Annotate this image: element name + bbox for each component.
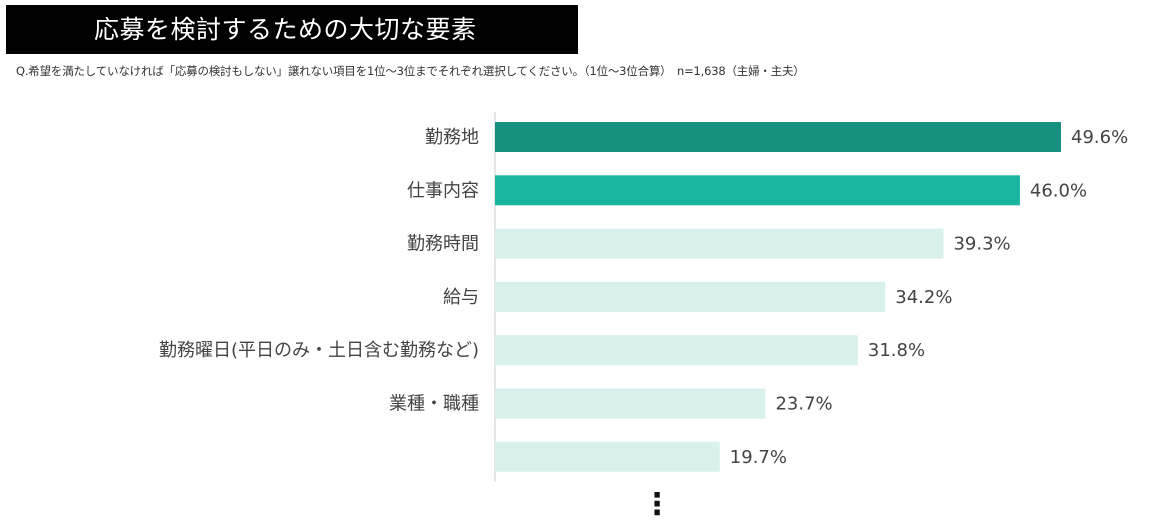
bar-6 bbox=[495, 388, 766, 419]
continuation-marker: ⋮ bbox=[642, 487, 672, 522]
bar-1 bbox=[495, 122, 1061, 152]
value-label: 46.0% bbox=[1030, 180, 1087, 201]
chart-title: 応募を検討するための大切な要素 bbox=[6, 5, 578, 54]
bar-4 bbox=[495, 281, 886, 312]
value-label: 23.7% bbox=[775, 394, 832, 415]
bar-5 bbox=[495, 335, 858, 366]
category-label: 勤務曜日(平日のみ・土日含む勤務など) bbox=[159, 340, 479, 361]
value-label: 39.3% bbox=[953, 234, 1010, 255]
value-label: 34.2% bbox=[895, 287, 952, 308]
value-label: 19.7% bbox=[730, 447, 787, 468]
category-label: 給与 bbox=[443, 287, 479, 308]
category-label: 勤務時間 bbox=[407, 234, 479, 255]
category-label: 勤務地 bbox=[425, 127, 479, 148]
question-text: Q.希望を満たしていなければ「応募の検討もしない」譲れない項目を1位〜3位までそ… bbox=[16, 64, 805, 78]
bar-2 bbox=[495, 175, 1020, 206]
value-label: 49.6% bbox=[1071, 127, 1128, 148]
category-label: 業種・職種 bbox=[389, 394, 479, 415]
category-label: 仕事内容 bbox=[407, 180, 479, 201]
bar-3 bbox=[495, 228, 944, 259]
value-label: 31.8% bbox=[868, 340, 925, 361]
bar-7 bbox=[495, 441, 720, 472]
